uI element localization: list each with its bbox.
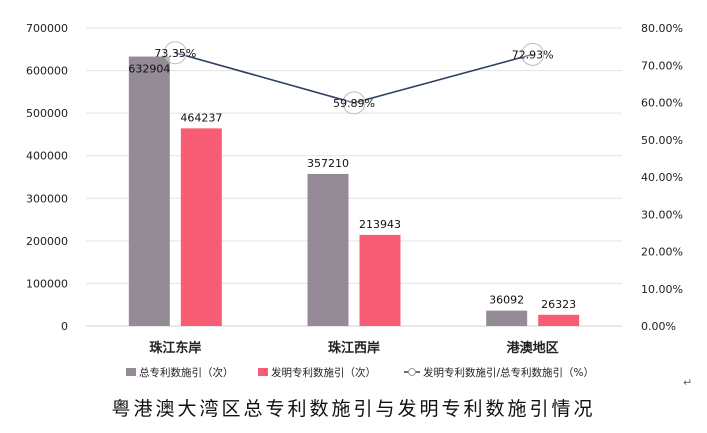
bar-data-label: 36092 <box>489 294 524 307</box>
legend-swatch <box>126 368 136 376</box>
line-data-label: 59.89% <box>333 97 375 110</box>
legend-label: 发明专利数施引/总专利数施引（%） <box>423 366 594 379</box>
line-point-marker <box>521 42 545 66</box>
category-axis: 珠江东岸 珠江西岸 港澳地区 <box>149 340 558 356</box>
bar-data-label: 26323 <box>541 298 576 311</box>
legend-label: 总专利数施引（次） <box>139 366 234 379</box>
ratio-line-series: 73.35% 59.89% 72.93% <box>154 41 554 115</box>
combo-chart: 0 100000 200000 300000 400000 500000 600000 700… <box>26 22 683 379</box>
bar-data-label: 213943 <box>359 218 401 231</box>
legend: 总专利数施引（次） 发明专利数施引（次） 发明专利数施引/总专利数施引（%） <box>126 366 594 379</box>
legend-swatch <box>258 368 268 376</box>
bar-data-label: 632904 <box>128 63 170 76</box>
bar-series: 632904 464237 357210 213943 36092 26323 <box>128 56 580 327</box>
right-tick-label: 70.00% <box>641 59 683 72</box>
line-point-marker <box>342 91 366 115</box>
legend-label: 发明专利数施引（次） <box>271 366 376 379</box>
line-data-label: 73.35% <box>154 47 196 60</box>
left-tick-label: 400000 <box>26 150 68 163</box>
left-tick-label: 0 <box>61 320 68 333</box>
bar <box>180 128 222 326</box>
left-tick-label: 200000 <box>26 235 68 248</box>
bar <box>128 56 170 327</box>
bar <box>307 173 349 326</box>
right-tick-label: 0.00% <box>641 320 676 333</box>
left-tick-label: 300000 <box>26 192 68 205</box>
left-tick-label: 600000 <box>26 65 68 78</box>
ratio-line <box>175 52 533 104</box>
right-tick-label: 60.00% <box>641 97 683 110</box>
right-tick-label: 30.00% <box>641 208 683 221</box>
right-tick-label: 10.00% <box>641 283 683 296</box>
left-tick-label: 500000 <box>26 107 68 120</box>
right-tick-label: 50.00% <box>641 134 683 147</box>
bar <box>359 234 401 326</box>
left-tick-label: 100000 <box>26 277 68 290</box>
left-y-axis: 0 100000 200000 300000 400000 500000 600000 700… <box>26 22 68 333</box>
paragraph-mark: ↵ <box>683 376 693 389</box>
line-point-marker <box>163 41 187 65</box>
category-label: 港澳地区 <box>507 340 559 356</box>
bar <box>538 314 580 326</box>
category-label: 珠江西岸 <box>328 340 380 356</box>
category-label: 珠江东岸 <box>149 340 201 356</box>
line-data-label: 72.93% <box>512 48 554 61</box>
bar-data-label: 464237 <box>180 111 222 124</box>
right-y-axis: 0.00% 10.00% 20.00% 30.00% 40.00% 50.00% 60.00… <box>641 22 683 333</box>
gridlines <box>86 27 622 327</box>
right-tick-label: 80.00% <box>641 22 683 35</box>
right-tick-label: 20.00% <box>641 246 683 259</box>
legend-marker <box>408 368 416 376</box>
figure-caption: 粤港澳大湾区总专利数施引与发明专利数施引情况 <box>111 398 596 420</box>
right-tick-label: 40.00% <box>641 171 683 184</box>
bar-data-label: 357210 <box>307 157 349 170</box>
left-tick-label: 700000 <box>26 22 68 35</box>
bar <box>486 310 528 326</box>
